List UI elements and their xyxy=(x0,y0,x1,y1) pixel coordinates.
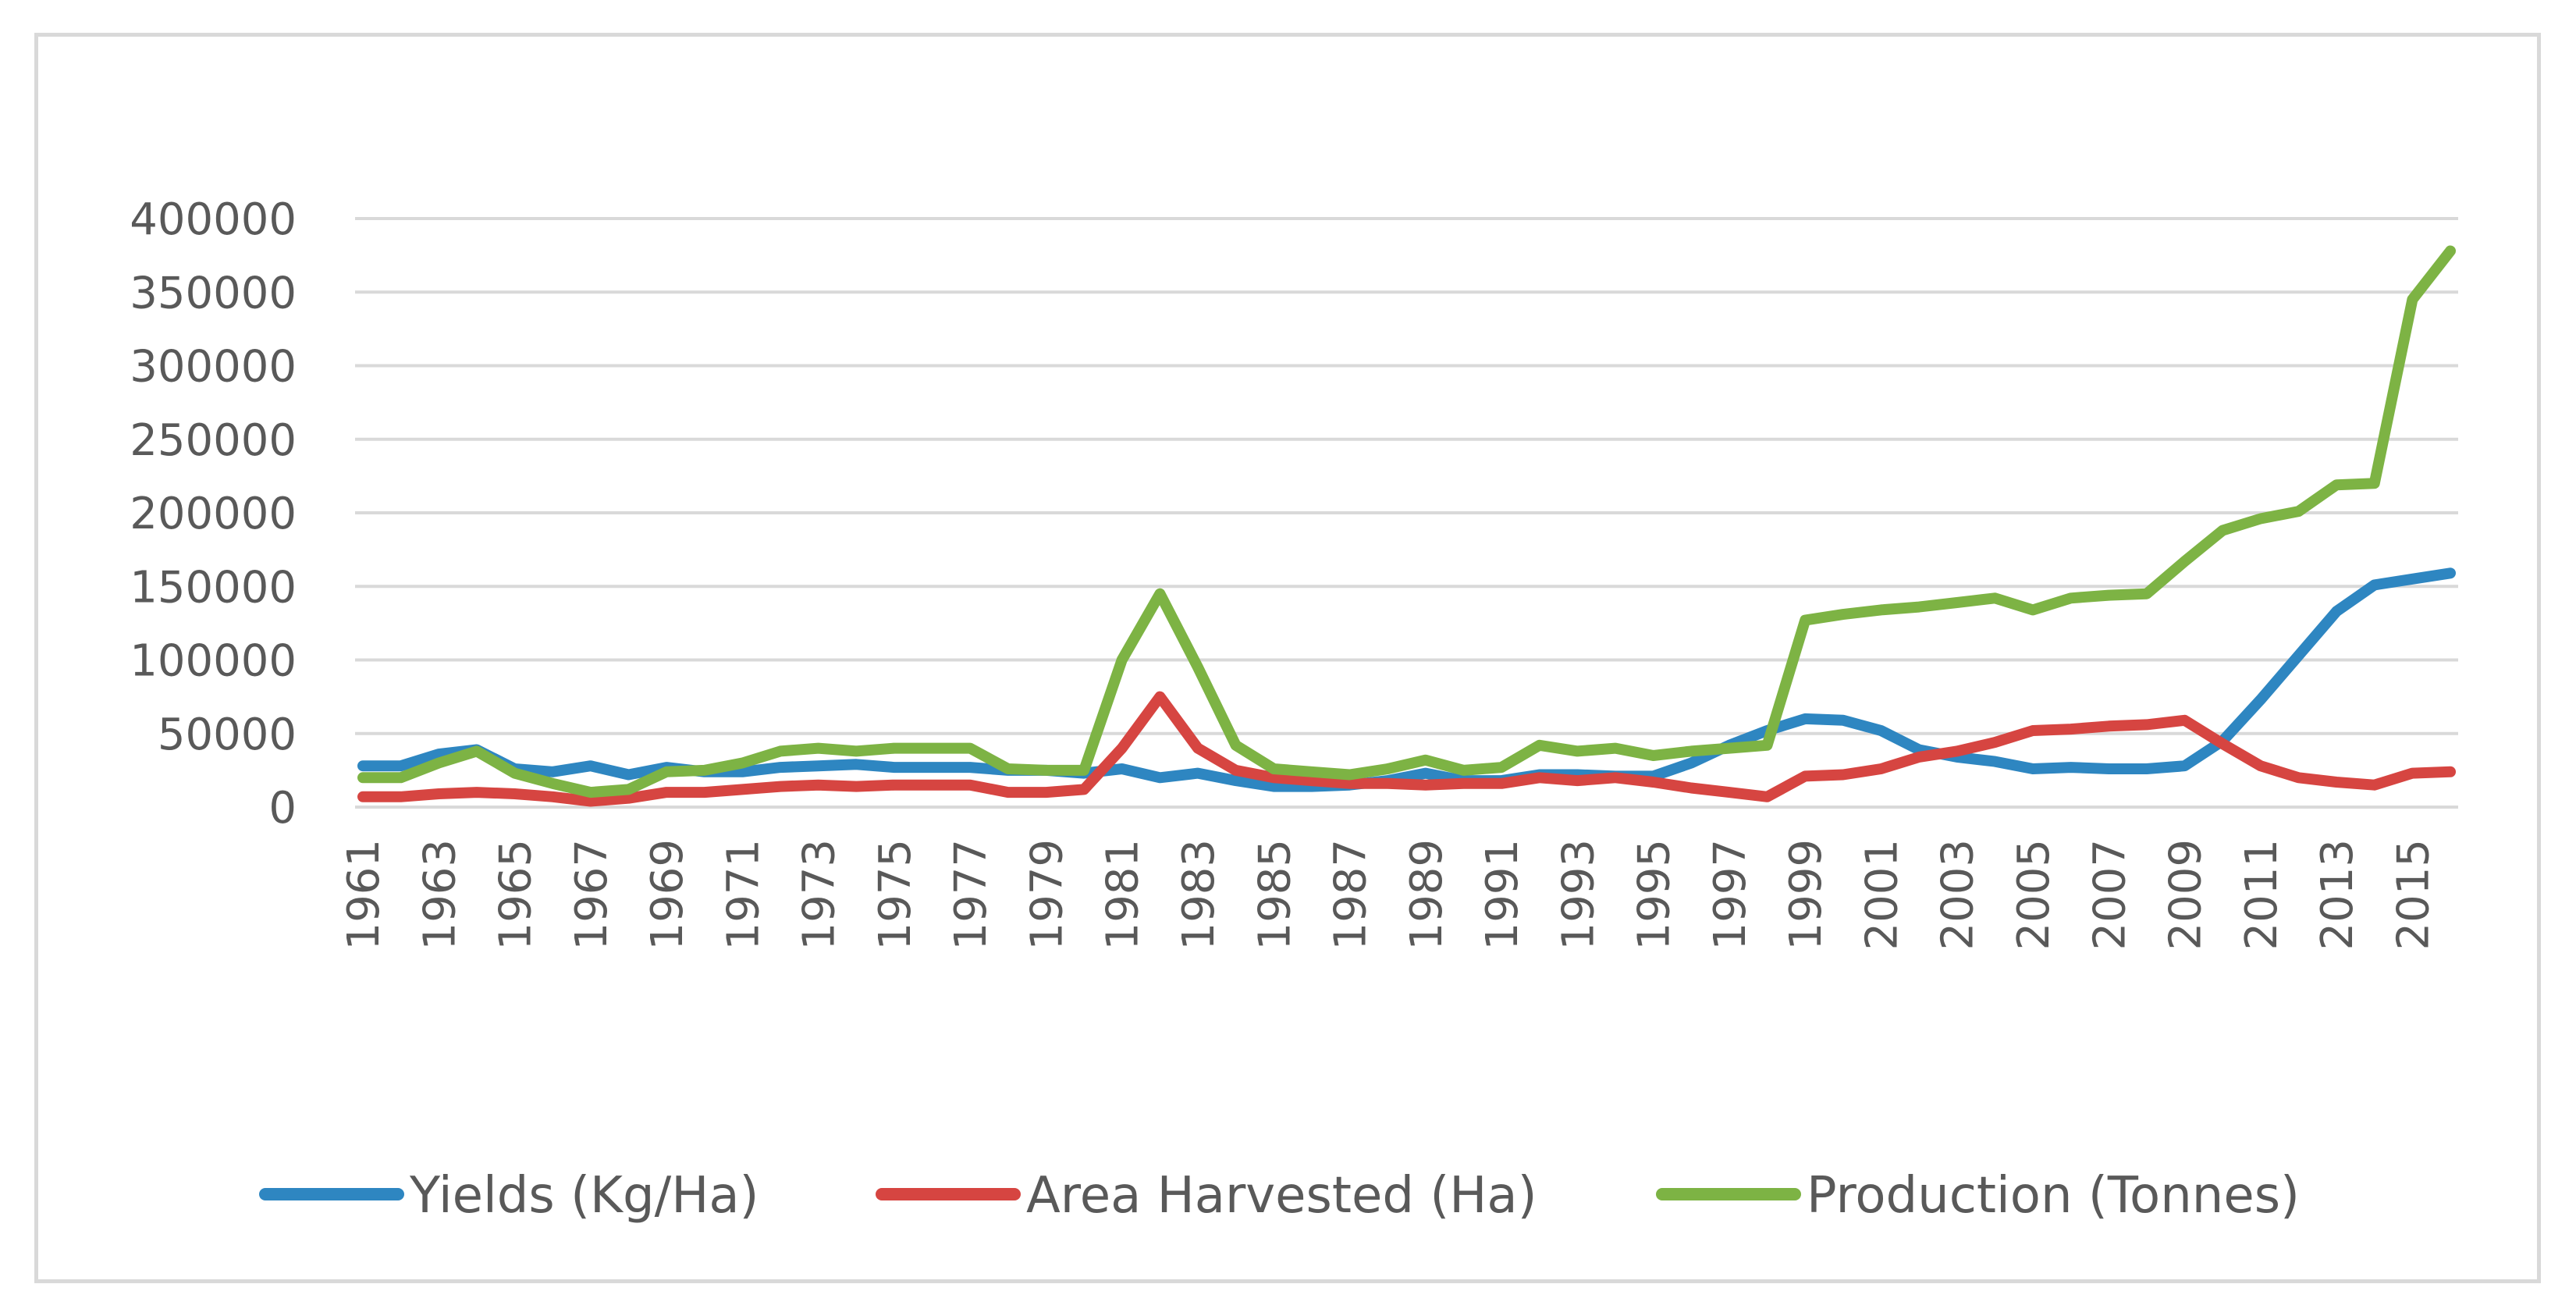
series-production-tonnes xyxy=(357,245,2456,798)
x-tick-label: 2001 xyxy=(1856,839,1907,951)
y-tick-label: 100000 xyxy=(130,636,297,687)
x-tick-label: 1983 xyxy=(1174,839,1224,951)
x-tick-label: 1961 xyxy=(339,839,389,951)
series-area-harvested-ha xyxy=(357,691,2456,807)
x-tick-label: 2007 xyxy=(2084,839,2135,951)
y-axis-tick-labels: 0 50000 100000 150000 200000 250000 300000 3500… xyxy=(130,194,297,834)
x-tick-label: 1993 xyxy=(1553,839,1604,951)
x-tick-label: 2009 xyxy=(2161,839,2212,951)
x-tick-label: 1971 xyxy=(718,839,769,951)
x-tick-label: 1975 xyxy=(870,839,921,951)
x-tick-label: 1969 xyxy=(642,839,693,951)
legend-label: Area Harvested (Ha) xyxy=(1026,1167,1537,1225)
x-tick-label: 1965 xyxy=(491,839,542,951)
legend-label: Yields (Kg/Ha) xyxy=(409,1167,759,1225)
x-tick-label: 1999 xyxy=(1781,839,1832,951)
y-tick-label: 400000 xyxy=(130,194,297,245)
x-tick-label: 1979 xyxy=(1022,839,1072,951)
x-axis-tick-labels: 1961 1963 1965 1967 1969 1971 1973 1975 1977 1979… xyxy=(339,839,2439,951)
x-tick-label: 1981 xyxy=(1098,839,1149,951)
y-tick-label: 50000 xyxy=(158,710,297,760)
x-tick-label: 2011 xyxy=(2237,839,2287,951)
y-tick-label: 250000 xyxy=(130,415,297,466)
x-tick-label: 1995 xyxy=(1629,839,1680,951)
x-tick-label: 2003 xyxy=(1933,839,1984,951)
series-line xyxy=(357,567,2456,792)
legend-item: Area Harvested (Ha) xyxy=(876,1167,1537,1225)
x-tick-label: 1997 xyxy=(1705,839,1756,951)
series-yields-kg-ha xyxy=(357,567,2456,792)
series-lines xyxy=(357,245,2456,807)
x-tick-label: 1991 xyxy=(1477,839,1528,951)
series-line xyxy=(357,691,2456,807)
y-tick-label: 350000 xyxy=(130,268,297,318)
y-tick-label: 200000 xyxy=(130,489,297,539)
legend-label: Production (Tonnes) xyxy=(1807,1167,2300,1225)
chart-frame xyxy=(34,33,2541,1283)
x-tick-label: 1987 xyxy=(1326,839,1377,951)
x-tick-label: 1963 xyxy=(414,839,465,951)
x-tick-label: 2015 xyxy=(2388,839,2439,951)
x-tick-label: 1985 xyxy=(1249,839,1300,951)
x-tick-label: 1967 xyxy=(567,839,617,951)
y-tick-label: 150000 xyxy=(130,562,297,613)
x-tick-label: 2005 xyxy=(2009,839,2059,951)
x-tick-label: 1989 xyxy=(1402,839,1452,951)
x-tick-label: 2013 xyxy=(2312,839,2363,951)
gridlines xyxy=(355,217,2458,809)
legend: Yields (Kg/Ha) Area Harvested (Ha) Product… xyxy=(259,1167,2300,1225)
y-tick-label: 300000 xyxy=(130,342,297,393)
x-tick-label: 1973 xyxy=(794,839,845,951)
series-line xyxy=(357,245,2456,798)
legend-item: Production (Tonnes) xyxy=(1656,1167,2300,1225)
legend-item: Yields (Kg/Ha) xyxy=(259,1167,759,1225)
y-tick-label: 0 xyxy=(268,783,297,834)
x-tick-label: 1977 xyxy=(946,839,997,951)
